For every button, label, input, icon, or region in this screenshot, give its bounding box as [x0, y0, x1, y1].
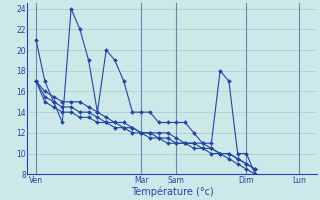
X-axis label: Température (°c): Température (°c): [131, 186, 213, 197]
